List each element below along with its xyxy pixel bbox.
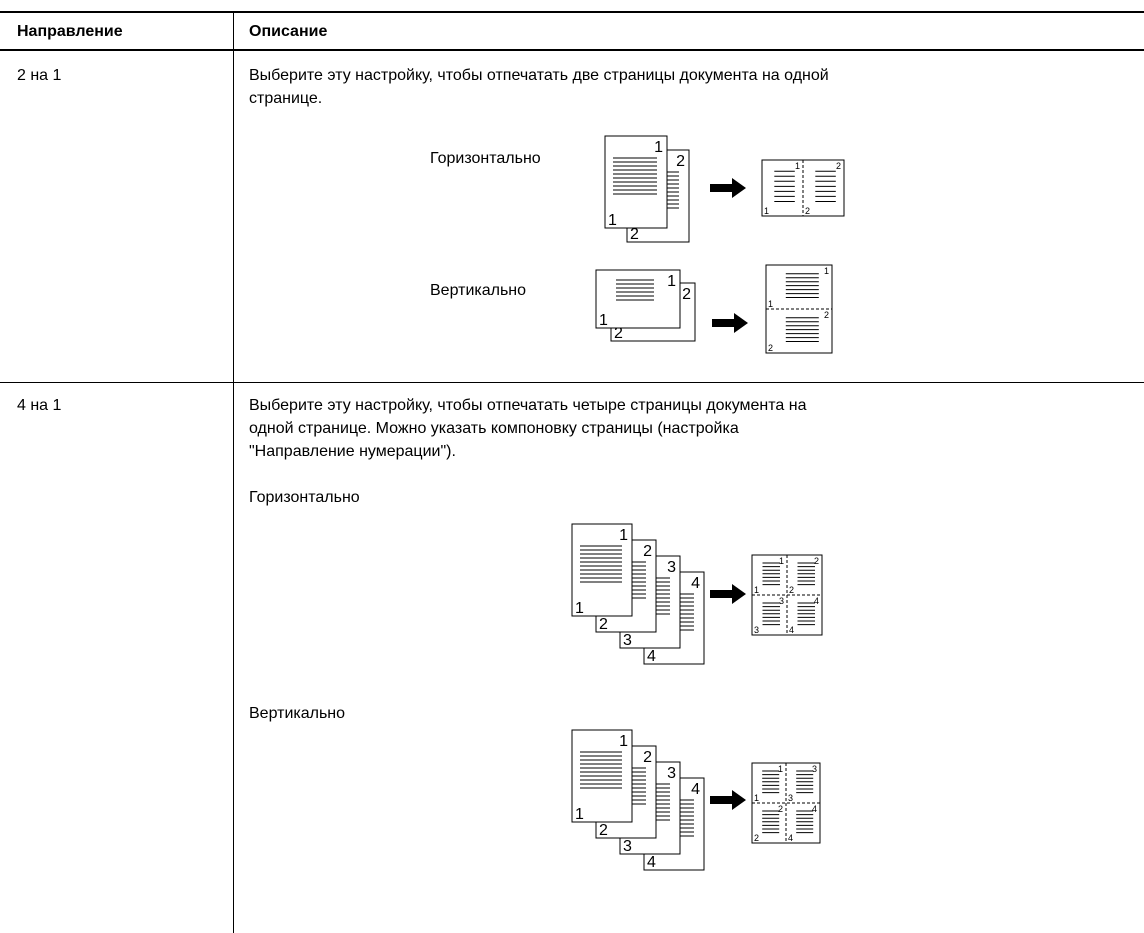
page-number: 2 xyxy=(643,749,652,766)
page-number: 4 xyxy=(812,804,817,814)
page-number: 2 xyxy=(836,161,841,171)
page-number: 2 xyxy=(805,206,810,216)
page-number: 1 xyxy=(575,600,584,617)
page-number: 3 xyxy=(779,596,784,606)
page-number: 1 xyxy=(667,273,676,290)
page-number: 3 xyxy=(623,838,632,855)
page-number: 4 xyxy=(691,781,700,798)
page-number: 4 xyxy=(647,854,656,871)
page-number: 1 xyxy=(654,139,663,156)
direction-cell: 2 на 1 xyxy=(17,67,62,84)
page-number: 1 xyxy=(754,585,759,595)
diagram-label: Горизонтально xyxy=(430,150,541,167)
page-number: 1 xyxy=(779,556,784,566)
description: Выберите эту настройку, чтобы отпечатать… xyxy=(249,67,829,107)
header-cell: Описание xyxy=(249,23,328,40)
diagram-label: Горизонтально xyxy=(249,489,360,506)
page-number: 2 xyxy=(630,226,639,243)
page-number: 1 xyxy=(754,793,759,803)
page-number: 2 xyxy=(824,310,829,320)
header-cell: Направление xyxy=(17,23,123,40)
page-number: 2 xyxy=(789,585,794,595)
page-number: 4 xyxy=(788,833,793,843)
page-number: 2 xyxy=(643,543,652,560)
page-number: 2 xyxy=(814,556,819,566)
page-number: 1 xyxy=(795,161,800,171)
page-number: 1 xyxy=(778,764,783,774)
arrow xyxy=(710,178,746,198)
page-number: 3 xyxy=(788,793,793,803)
arrow xyxy=(710,790,746,810)
arrow xyxy=(710,584,746,604)
page-number: 1 xyxy=(608,212,617,229)
page-number: 1 xyxy=(575,806,584,823)
page-number: 2 xyxy=(599,822,608,839)
page-number: 1 xyxy=(619,527,628,544)
direction-cell: 4 на 1 xyxy=(17,397,62,414)
page-number: 1 xyxy=(599,312,608,329)
page-number: 1 xyxy=(764,206,769,216)
page-number: 3 xyxy=(812,764,817,774)
page-number: 4 xyxy=(789,625,794,635)
arrow xyxy=(712,313,748,333)
diagram-label: Вертикально xyxy=(249,705,346,722)
page-number: 4 xyxy=(647,648,656,665)
page-number: 4 xyxy=(814,596,819,606)
page-number: 2 xyxy=(599,616,608,633)
page-number: 3 xyxy=(667,559,676,576)
diagram-label: Вертикально xyxy=(430,282,527,299)
page-number: 1 xyxy=(824,266,829,276)
page-number: 1 xyxy=(619,733,628,750)
page-number: 2 xyxy=(778,804,783,814)
page-number: 2 xyxy=(682,286,691,303)
page-number: 2 xyxy=(676,153,685,170)
page-number: 4 xyxy=(691,575,700,592)
page-number: 3 xyxy=(667,765,676,782)
page-number: 2 xyxy=(768,343,773,353)
page-number: 1 xyxy=(768,299,773,309)
page-number: 3 xyxy=(754,625,759,635)
description: Выберите эту настройку, чтобы отпечатать… xyxy=(249,397,807,460)
page-number: 2 xyxy=(754,833,759,843)
page-number: 3 xyxy=(623,632,632,649)
page-number: 2 xyxy=(614,325,623,342)
